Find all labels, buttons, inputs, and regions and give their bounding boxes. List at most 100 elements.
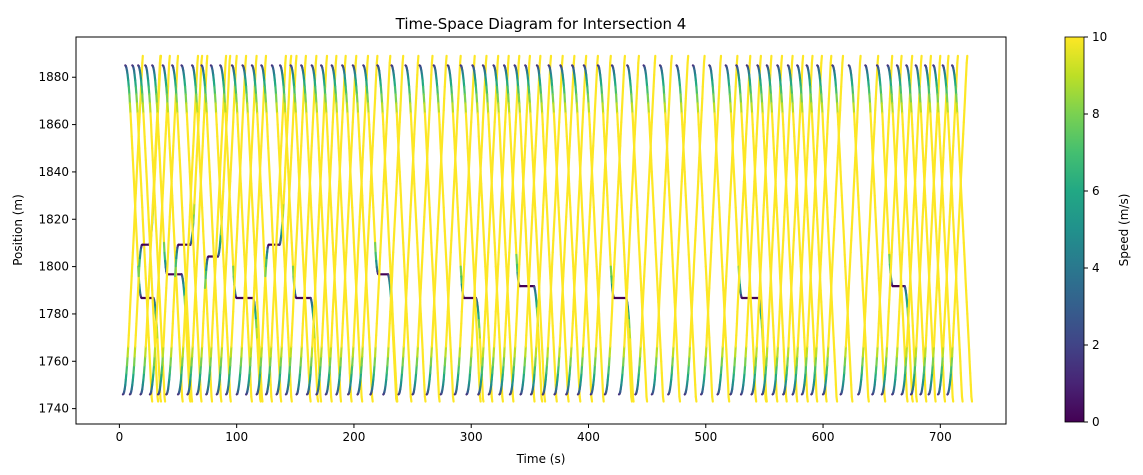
trajectory-segment	[307, 147, 310, 162]
trajectory-segment	[590, 159, 594, 173]
trajectory-segment	[736, 286, 740, 301]
trajectory-segment	[697, 168, 700, 183]
trajectory-segment	[820, 312, 824, 327]
trajectory-segment	[457, 355, 461, 367]
trajectory-segment	[357, 227, 361, 242]
trajectory-segment	[519, 135, 523, 150]
trajectory-segment	[575, 93, 578, 105]
trajectory-segment	[373, 355, 377, 367]
trajectory-segment	[252, 218, 255, 233]
trajectory-segment	[542, 180, 546, 195]
trajectory-segment	[220, 334, 224, 348]
trajectory-segment	[559, 310, 563, 325]
trajectory-segment	[587, 215, 591, 230]
trajectory-segment	[141, 206, 144, 221]
trajectory-segment	[156, 338, 160, 353]
vehicle-trajectory	[245, 54, 268, 396]
trajectory-segment	[496, 93, 500, 105]
trajectory-segment	[291, 298, 295, 313]
trajectory-segment	[681, 156, 685, 171]
trajectory-segment	[443, 85, 446, 100]
vehicle-trajectory	[821, 54, 845, 396]
trajectory-segment	[876, 253, 880, 268]
trajectory-segment	[652, 206, 656, 221]
trajectory-segment	[354, 54, 358, 65]
trajectory-segment	[338, 364, 342, 375]
trajectory-segment	[827, 230, 831, 244]
trajectory-segment	[752, 147, 756, 162]
trajectory-segment	[422, 85, 425, 96]
trajectory-segment	[250, 132, 254, 147]
trajectory-segment	[558, 345, 561, 358]
trajectory-segment	[507, 301, 510, 315]
trajectory-segment	[801, 301, 805, 315]
trajectory-segment	[812, 147, 816, 162]
trajectory-segment	[615, 204, 619, 218]
trajectory-segment	[586, 312, 590, 327]
trajectory-segment	[708, 348, 712, 363]
trajectory-segment	[401, 355, 405, 367]
trajectory-segment	[523, 206, 527, 221]
trajectory-segment	[896, 322, 900, 337]
trajectory-segment	[478, 338, 482, 353]
trajectory-segment	[919, 301, 923, 315]
trajectory-segment	[655, 277, 659, 292]
trajectory-segment	[365, 85, 369, 96]
trajectory-segment	[911, 312, 914, 327]
trajectory-segment	[254, 319, 258, 331]
trajectory-segment	[206, 123, 209, 138]
trajectory-segment	[905, 299, 909, 310]
trajectory-segment	[899, 263, 903, 278]
trajectory-segment	[789, 298, 792, 313]
trajectory-segment	[170, 182, 174, 197]
trajectory-segment	[552, 336, 556, 351]
trajectory-segment	[147, 324, 150, 339]
trajectory-segment	[883, 395, 887, 403]
trajectory-segment	[183, 310, 187, 325]
trajectory-segment	[228, 383, 232, 398]
trajectory-segment	[830, 263, 834, 278]
trajectory-segment	[621, 230, 625, 244]
trajectory-segment	[320, 156, 323, 171]
trajectory-segment	[210, 206, 214, 221]
trajectory-segment	[687, 253, 691, 268]
trajectory-segment	[825, 132, 829, 147]
trajectory-segment	[532, 182, 536, 197]
trajectory-segment	[257, 147, 261, 162]
trajectory-segment	[216, 324, 219, 339]
vehicle-trajectory	[871, 54, 894, 396]
trajectory-segment	[435, 348, 439, 363]
trajectory-segment	[305, 336, 309, 351]
trajectory-segment	[517, 263, 521, 278]
trajectory-segment	[299, 206, 303, 221]
trajectory-segment	[241, 218, 245, 233]
trajectory-segment	[245, 301, 249, 315]
trajectory-segment	[444, 241, 448, 256]
trajectory-segment	[363, 109, 367, 124]
trajectory-segment	[264, 289, 268, 304]
trajectory-segment	[229, 206, 232, 221]
trajectory-segment	[631, 112, 635, 126]
trajectory-segment	[756, 310, 760, 325]
trajectory-segment	[750, 312, 754, 327]
trajectory-segment	[730, 156, 734, 171]
trajectory-segment	[797, 121, 801, 136]
trajectory-segment	[147, 275, 151, 289]
trajectory-segment	[819, 289, 823, 304]
trajectory-segment	[174, 265, 177, 278]
trajectory-segment	[383, 159, 387, 173]
trajectory-segment	[660, 251, 663, 266]
trajectory-segment	[437, 204, 441, 218]
trajectory-segment	[173, 241, 177, 256]
trajectory-segment	[694, 215, 698, 230]
trajectory-segment	[286, 147, 289, 162]
trajectory-segment	[479, 170, 483, 185]
trajectory-segment	[559, 241, 563, 256]
trajectory-segment	[200, 194, 204, 209]
trajectory-segment	[689, 289, 693, 304]
trajectory-segment	[287, 182, 291, 197]
trajectory-segment	[451, 383, 455, 398]
trajectory-segment	[676, 360, 680, 375]
trajectory-segment	[900, 289, 904, 304]
trajectory-segment	[256, 350, 260, 365]
